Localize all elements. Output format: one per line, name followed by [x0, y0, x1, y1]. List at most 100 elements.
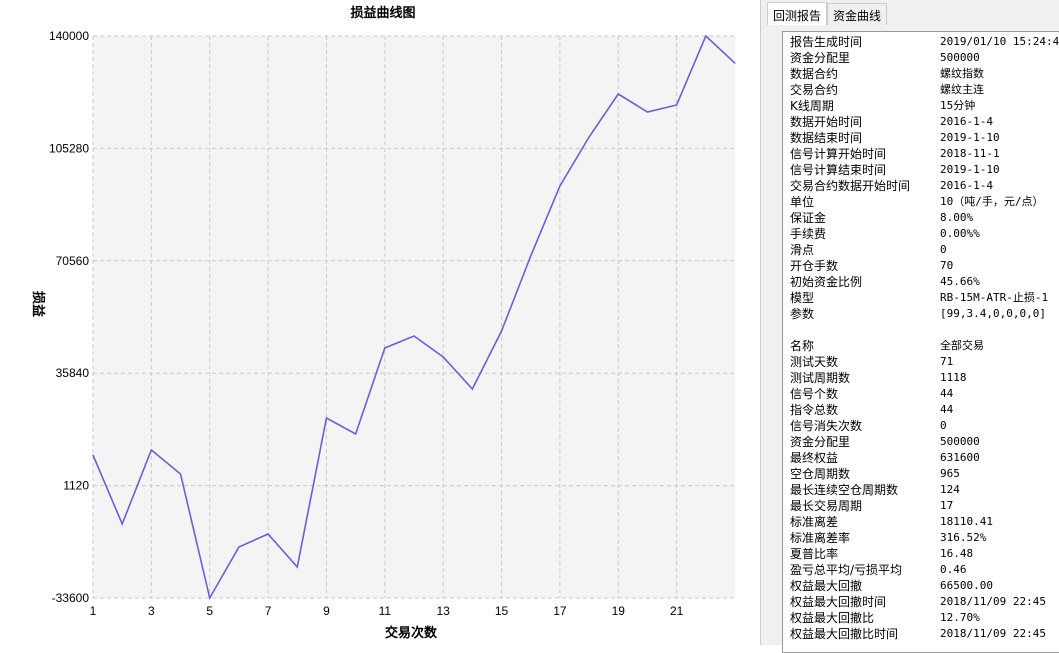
- report-value: 8.00%: [940, 211, 974, 224]
- report-value: 0.00%%: [940, 227, 980, 240]
- data-point: [325, 417, 327, 419]
- data-point: [180, 473, 182, 475]
- report-key: 信号计算开始时间: [790, 147, 887, 161]
- x-tick-label: 9: [323, 604, 330, 618]
- report-value: 124: [940, 483, 960, 496]
- report-value: 500000: [940, 435, 980, 448]
- report-value: 2018-11-1: [940, 147, 1000, 160]
- report-value: 2016-1-4: [940, 179, 993, 192]
- report-row: 权益最大回撤 66500.00: [783, 578, 1059, 594]
- report-row: 信号计算结束时间 2019-1-10: [783, 162, 1059, 178]
- report-value: 2019-1-10: [940, 163, 1000, 176]
- report-row: 交易合约 螺纹主连: [783, 82, 1059, 98]
- report-key: 最长连续空仓周期数: [790, 483, 899, 497]
- y-tick-label: -33600: [52, 591, 90, 605]
- report-key: 信号个数: [790, 387, 839, 401]
- y-tick-label: 35840: [56, 366, 90, 380]
- report-panel: 回测报告 资金曲线 报告生成时间 2019/01/10 15:24:42 资金分配里…: [760, 0, 1059, 653]
- report-value: 0: [940, 419, 947, 432]
- report-row: 模型 RB-15M-ATR-止损-1: [783, 290, 1059, 306]
- report-row: 盈亏总平均/亏损平均 0.46: [783, 562, 1059, 578]
- report-value: 44: [940, 387, 954, 400]
- data-point: [559, 185, 561, 187]
- report-value: 0.46: [940, 563, 967, 576]
- report-value: 66500.00: [940, 579, 993, 592]
- report-row: 数据开始时间 2016-1-4: [783, 114, 1059, 130]
- spacer: [783, 322, 1059, 338]
- report-row: 最长交易周期 17: [783, 498, 1059, 514]
- report-value: 15分钟: [940, 99, 976, 112]
- grid: [92, 35, 735, 599]
- x-tick-label: 7: [265, 604, 272, 618]
- report-key: 信号消失次数: [790, 419, 863, 433]
- report-key: 空仓周期数: [790, 467, 851, 481]
- report-key: 交易合约: [790, 83, 839, 97]
- pnl-chart: 1 3 5 7 9 11 13 15 17 19 2114000010528070560358401…: [30, 5, 736, 641]
- report-key: 单位: [790, 195, 815, 209]
- report-value: 965: [940, 467, 960, 480]
- report-value: 全部交易: [940, 339, 984, 352]
- plot-area: [93, 36, 735, 598]
- report-row: 初始资金比例 45.66%: [783, 274, 1059, 290]
- report-key: 手续费: [790, 227, 827, 241]
- report-row: 数据合约 螺纹指数: [783, 66, 1059, 82]
- data-point: [646, 111, 648, 113]
- report-value: 2018/11/09 22:45: [940, 595, 1046, 608]
- report-row: 信号消失次数 0: [783, 418, 1059, 434]
- data-point: [209, 597, 211, 599]
- report-value: [99,3.4,0,0,0,0]: [940, 307, 1046, 320]
- data-point: [530, 255, 532, 257]
- data-point: [92, 454, 94, 456]
- report-key: 资金分配里: [790, 51, 851, 65]
- x-tick-label: 15: [495, 604, 509, 618]
- x-tick-label: 3: [148, 604, 155, 618]
- data-point: [384, 347, 386, 349]
- chart-title: 损益曲线图: [350, 5, 415, 21]
- report-value: 17: [940, 499, 954, 512]
- report-key: 开仓手数: [790, 259, 839, 273]
- report-row: 保证金 8.00%: [783, 210, 1059, 226]
- report-value: 0: [940, 243, 947, 256]
- report-row: 滑点 0: [783, 242, 1059, 258]
- report-value: 2016-1-4: [940, 115, 993, 128]
- report-row: 权益最大回撤时间 2018/11/09 22:45: [783, 594, 1059, 610]
- report-value: 1118: [940, 371, 967, 384]
- data-point: [150, 449, 152, 451]
- report-list: 报告生成时间 2019/01/10 15:24:42 资金分配里 500000 数据合约…: [782, 31, 1059, 653]
- report-key: 标准离差: [790, 515, 839, 529]
- tab-backtest-report[interactable]: 回测报告: [767, 2, 828, 25]
- x-tick-label: 5: [206, 604, 213, 618]
- report-row: 名称 全部交易: [783, 338, 1059, 354]
- tab-equity-curve[interactable]: 资金曲线: [827, 3, 888, 25]
- report-key: 权益最大回撤: [790, 579, 863, 593]
- x-tick-label: 11: [379, 604, 392, 618]
- report-key: 数据结束时间: [790, 131, 863, 145]
- report-key: 夏普比率: [790, 547, 839, 561]
- report-row: 资金分配里 500000: [783, 50, 1059, 66]
- data-point: [413, 335, 415, 337]
- report-row: 资金分配里 500000: [783, 434, 1059, 450]
- report-key: 测试天数: [790, 355, 839, 369]
- data-point: [121, 523, 123, 525]
- data-point: [442, 356, 444, 358]
- data-point: [676, 104, 678, 106]
- report-key: 保证金: [790, 211, 827, 225]
- report-key: 最终权益: [790, 451, 839, 465]
- x-tick-label: 13: [437, 604, 451, 618]
- report-value: 12.70%: [940, 611, 980, 624]
- report-row: 交易合约数据开始时间 2016-1-4: [783, 178, 1059, 194]
- report-key: 名称: [790, 339, 815, 353]
- report-row: 标准离差 18110.41: [783, 514, 1059, 530]
- data-point: [471, 388, 473, 390]
- report-row: 指令总数 44: [783, 402, 1059, 418]
- report-key: 资金分配里: [790, 435, 851, 449]
- report-key: 权益最大回撤比时间: [790, 627, 899, 641]
- report-key: 标准离差率: [790, 531, 851, 545]
- report-value: 2018/11/09 22:45: [940, 627, 1046, 640]
- report-key: 滑点: [790, 243, 815, 257]
- data-point: [267, 533, 269, 535]
- report-row: 手续费 0.00%%: [783, 226, 1059, 242]
- report-row: 权益最大回撤比时间 2018/11/09 22:45: [783, 626, 1059, 642]
- tab-bar: 回测报告 资金曲线: [767, 2, 888, 25]
- report-row: 参数 [99,3.4,0,0,0,0]: [783, 306, 1059, 322]
